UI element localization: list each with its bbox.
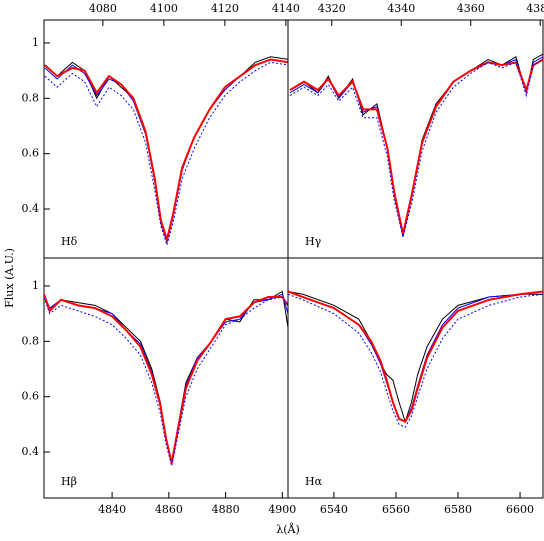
panel-label: Hβ	[61, 475, 77, 488]
panel-label: Hα	[305, 475, 323, 488]
y-tick-label: 0.6	[22, 147, 40, 160]
spectrum-line	[289, 58, 543, 235]
x-tick-label: 4360	[457, 2, 485, 15]
x-tick-label: 6560	[382, 503, 410, 516]
spectrum-line	[44, 58, 288, 244]
panel-frame	[43, 257, 289, 499]
x-tick-label: 4340	[387, 2, 415, 15]
y-axis-label: Flux (A.U.)	[3, 248, 16, 308]
y-tick-label: 0.8	[22, 334, 40, 347]
x-tick-label: 4140	[272, 2, 300, 15]
panel-label: Hδ	[61, 235, 78, 248]
x-axis-label: λ(Å)	[276, 522, 300, 536]
x-tick-label: 4320	[318, 2, 346, 15]
x-tick-label: 6540	[320, 503, 348, 516]
panel-frame	[287, 257, 544, 499]
spectrum-line	[44, 61, 288, 247]
x-tick-label: 4120	[211, 2, 239, 15]
y-tick-label: 0.6	[22, 390, 40, 403]
x-tick-label: 6580	[444, 503, 472, 516]
x-tick-label: 4100	[150, 2, 178, 15]
y-tick-label: 0.8	[22, 91, 40, 104]
x-tick-label: 4380	[526, 2, 544, 15]
y-tick-label: 1	[32, 279, 39, 292]
spectrum-line	[289, 53, 543, 237]
x-tick-label: 4860	[155, 503, 183, 516]
y-tick-label: 0.4	[22, 445, 40, 458]
panel-label: Hγ	[305, 235, 322, 248]
x-tick-label: 6600	[506, 503, 534, 516]
panel-frame	[287, 19, 544, 259]
spectrum-line	[288, 290, 543, 423]
spectrum-line	[44, 56, 288, 243]
spectrum-line	[288, 290, 543, 423]
x-tick-label: 4840	[98, 503, 126, 516]
spectrum-line	[44, 296, 288, 467]
panel-frame	[43, 19, 289, 259]
y-tick-label: 1	[32, 36, 39, 49]
x-tick-label: 4080	[89, 2, 117, 15]
y-tick-label: 0.4	[22, 202, 40, 215]
x-tick-label: 4900	[268, 503, 296, 516]
spectrum-line	[44, 59, 288, 245]
spectrum-line	[289, 59, 543, 237]
spectrum-line	[288, 293, 543, 428]
spectrum-line	[289, 56, 543, 237]
spectrum-line	[288, 290, 543, 424]
x-tick-label: 4880	[212, 503, 240, 516]
spectrum-line	[44, 293, 288, 464]
